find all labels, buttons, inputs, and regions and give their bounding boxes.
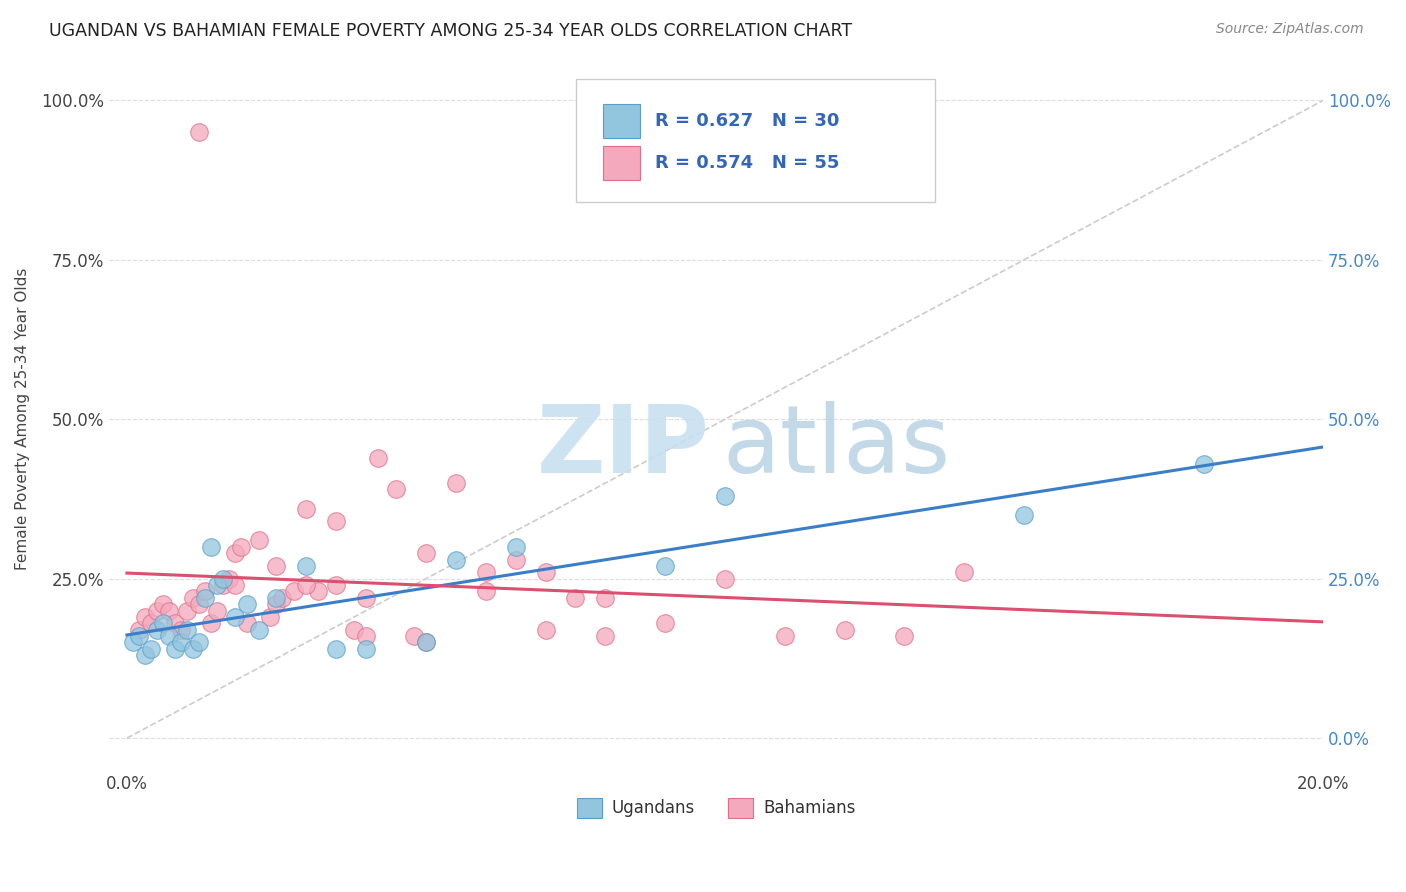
Point xyxy=(325,578,347,592)
Text: Source: ZipAtlas.com: Source: ZipAtlas.com xyxy=(1216,22,1364,37)
Point xyxy=(534,566,557,580)
Point xyxy=(893,629,915,643)
Point xyxy=(505,552,527,566)
Point xyxy=(211,572,233,586)
Point xyxy=(295,501,318,516)
Point xyxy=(444,476,467,491)
Point xyxy=(714,572,737,586)
Point xyxy=(534,623,557,637)
Point xyxy=(247,623,270,637)
Text: R = 0.574   N = 55: R = 0.574 N = 55 xyxy=(655,154,839,172)
Point xyxy=(146,603,169,617)
Point xyxy=(259,610,281,624)
Legend: Ugandans, Bahamians: Ugandans, Bahamians xyxy=(569,791,862,825)
FancyBboxPatch shape xyxy=(603,104,640,138)
Point xyxy=(714,489,737,503)
Point xyxy=(235,616,257,631)
Point xyxy=(235,597,257,611)
Point xyxy=(218,572,240,586)
Point xyxy=(200,616,222,631)
Point xyxy=(1192,457,1215,471)
Point xyxy=(654,616,676,631)
Point xyxy=(343,623,366,637)
Point xyxy=(200,540,222,554)
Point xyxy=(139,616,162,631)
Point xyxy=(163,641,186,656)
Point xyxy=(134,610,156,624)
Point xyxy=(475,566,498,580)
Point xyxy=(295,558,318,573)
Point xyxy=(266,597,288,611)
Point xyxy=(134,648,156,663)
Y-axis label: Female Poverty Among 25-34 Year Olds: Female Poverty Among 25-34 Year Olds xyxy=(15,268,30,571)
Point xyxy=(205,578,228,592)
Point xyxy=(325,514,347,528)
Point xyxy=(415,546,437,560)
Point xyxy=(224,610,246,624)
Point xyxy=(152,616,174,631)
Point xyxy=(354,629,377,643)
Point xyxy=(181,641,204,656)
Point xyxy=(415,635,437,649)
Point xyxy=(139,641,162,656)
Text: ZIP: ZIP xyxy=(537,401,710,493)
Point xyxy=(354,591,377,605)
FancyBboxPatch shape xyxy=(603,146,640,180)
Point xyxy=(229,540,252,554)
Point xyxy=(444,552,467,566)
Point xyxy=(834,623,856,637)
Point xyxy=(266,591,288,605)
Text: atlas: atlas xyxy=(723,401,950,493)
Point xyxy=(187,125,209,139)
Point xyxy=(773,629,796,643)
Point xyxy=(157,629,180,643)
Point xyxy=(194,584,217,599)
Point xyxy=(283,584,305,599)
Point xyxy=(122,635,145,649)
Point xyxy=(595,591,617,605)
Point xyxy=(415,635,437,649)
Point xyxy=(163,616,186,631)
Point xyxy=(247,533,270,548)
Point xyxy=(385,483,408,497)
Point xyxy=(146,623,169,637)
Point xyxy=(402,629,425,643)
Point xyxy=(367,450,389,465)
Point xyxy=(654,558,676,573)
Point xyxy=(128,623,150,637)
Point xyxy=(564,591,586,605)
Point xyxy=(152,597,174,611)
Point xyxy=(170,635,193,649)
Point xyxy=(271,591,294,605)
Point xyxy=(176,623,198,637)
Point xyxy=(1012,508,1035,522)
Point xyxy=(170,623,193,637)
Point xyxy=(205,603,228,617)
Point xyxy=(307,584,329,599)
Point xyxy=(224,546,246,560)
Point xyxy=(194,591,217,605)
Point xyxy=(953,566,976,580)
Point xyxy=(211,578,233,592)
Text: R = 0.627   N = 30: R = 0.627 N = 30 xyxy=(655,112,839,130)
Point xyxy=(187,597,209,611)
Point xyxy=(354,641,377,656)
Point xyxy=(325,641,347,656)
FancyBboxPatch shape xyxy=(576,79,935,202)
Point xyxy=(187,635,209,649)
Text: UGANDAN VS BAHAMIAN FEMALE POVERTY AMONG 25-34 YEAR OLDS CORRELATION CHART: UGANDAN VS BAHAMIAN FEMALE POVERTY AMONG… xyxy=(49,22,852,40)
Point xyxy=(128,629,150,643)
Point xyxy=(595,629,617,643)
Point xyxy=(295,578,318,592)
Point xyxy=(266,558,288,573)
Point xyxy=(224,578,246,592)
Point xyxy=(176,603,198,617)
Point xyxy=(181,591,204,605)
Point xyxy=(475,584,498,599)
Point xyxy=(505,540,527,554)
Point xyxy=(157,603,180,617)
